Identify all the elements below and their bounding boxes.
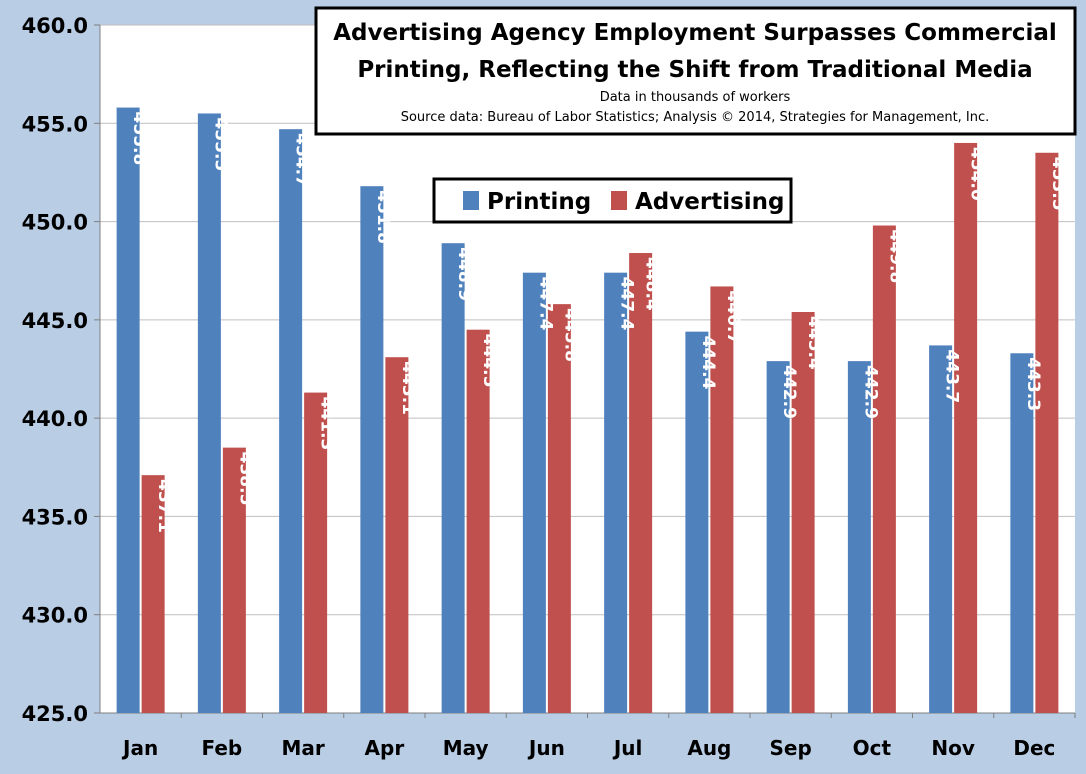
x-tick-label: Oct (853, 736, 892, 760)
bar-printing (522, 272, 546, 713)
data-label-advertising: 449.8 (885, 230, 905, 284)
x-tick-label: May (443, 736, 489, 760)
y-tick-label: 430.0 (22, 604, 88, 628)
data-label-printing: 448.9 (454, 247, 474, 301)
y-tick-label: 435.0 (22, 505, 88, 529)
data-label-advertising: 445.8 (560, 308, 580, 362)
data-label-advertising: 444.5 (479, 334, 499, 388)
data-label-printing: 455.8 (129, 112, 149, 166)
y-tick-label: 450.0 (22, 211, 88, 235)
bar-advertising (710, 286, 734, 713)
bar-advertising (304, 392, 328, 713)
data-label-advertising: 441.3 (317, 397, 337, 451)
x-tick-label: Sep (769, 736, 811, 760)
data-label-printing: 442.9 (779, 365, 799, 419)
bar-advertising (954, 142, 978, 713)
y-tick-label: 425.0 (22, 702, 88, 726)
bars (116, 107, 1059, 714)
legend: Printing Advertising (432, 177, 793, 224)
x-tick-label: Mar (281, 736, 324, 760)
bar-advertising (1035, 152, 1059, 713)
bar-printing (441, 243, 465, 714)
bar-printing (604, 272, 628, 713)
x-tick-label: Dec (1013, 736, 1055, 760)
data-label-printing: 455.5 (210, 117, 230, 171)
data-label-advertising: 453.5 (1048, 157, 1068, 211)
data-label-printing: 442.9 (860, 365, 880, 419)
bar-printing (1010, 353, 1034, 713)
x-tick-label: Apr (365, 736, 405, 760)
data-label-advertising: 446.7 (723, 290, 743, 344)
data-label-printing: 451.8 (373, 190, 393, 244)
data-label-printing: 447.4 (535, 277, 555, 331)
data-label-advertising: 443.1 (398, 361, 418, 415)
data-labels: 455.8 437.1 455.5 438.5 454.7 441.3 451.8 443.1… (129, 112, 1068, 533)
bar-advertising (872, 225, 896, 713)
bar-advertising (629, 253, 653, 713)
bar-printing (847, 361, 871, 713)
data-label-advertising: 454.0 (967, 147, 987, 201)
legend-swatch-advertising (611, 191, 627, 210)
bar-printing (197, 113, 221, 713)
y-tick-label: 440.0 (22, 407, 88, 431)
bar-printing (685, 331, 709, 713)
bar-advertising (222, 447, 246, 713)
x-tick-label: Nov (931, 736, 975, 760)
legend-label-advertising: Advertising (635, 189, 785, 215)
x-tick-label: Jun (527, 736, 565, 760)
chart-subtitle-line-1: Data in thousands of workers (600, 90, 791, 105)
bar-printing (279, 129, 303, 713)
y-tick-label: 460.0 (22, 14, 88, 38)
data-label-advertising: 448.4 (642, 257, 662, 311)
bar-printing (929, 345, 953, 713)
data-label-printing: 443.3 (1023, 357, 1043, 411)
data-label-advertising: 438.5 (235, 452, 255, 506)
chart-subtitle-line-2: Source data: Bureau of Labor Statistics;… (401, 110, 990, 125)
bar-advertising (141, 475, 165, 713)
data-label-printing: 447.4 (617, 277, 637, 331)
y-tick-label: 445.0 (22, 309, 88, 333)
x-tick-label: Jul (612, 736, 643, 760)
bar-advertising (466, 329, 490, 713)
data-label-printing: 454.7 (292, 133, 312, 187)
data-label-advertising: 437.1 (154, 479, 174, 533)
bar-advertising (547, 304, 571, 713)
y-tick-label: 455.0 (22, 112, 88, 136)
title-box-frame (314, 6, 1077, 136)
x-tick-label: Jan (121, 736, 158, 760)
bar-advertising (791, 311, 815, 713)
x-tick-label: Aug (687, 736, 731, 760)
bar-printing (116, 107, 140, 713)
plot-area (100, 25, 1075, 713)
chart-title-line-1: Advertising Agency Employment Surpasses … (333, 20, 1057, 46)
legend-swatch-printing (463, 191, 479, 210)
data-label-printing: 444.4 (698, 336, 718, 390)
data-label-advertising: 445.4 (804, 316, 824, 370)
bar-printing (360, 186, 384, 713)
bar-printing (766, 361, 790, 713)
data-label-printing: 443.7 (942, 349, 962, 403)
axes: 425.0 430.0 435.0 440.0 445.0 450.0 455.0 460.0… (22, 14, 1076, 760)
x-tick-label: Feb (202, 736, 243, 760)
chart-title-line-2: Printing, Reflecting the Shift from Trad… (357, 57, 1032, 83)
bar-advertising (385, 357, 409, 713)
legend-label-printing: Printing (487, 189, 591, 215)
title-box: Advertising Agency Employment Surpasses … (314, 6, 1077, 136)
